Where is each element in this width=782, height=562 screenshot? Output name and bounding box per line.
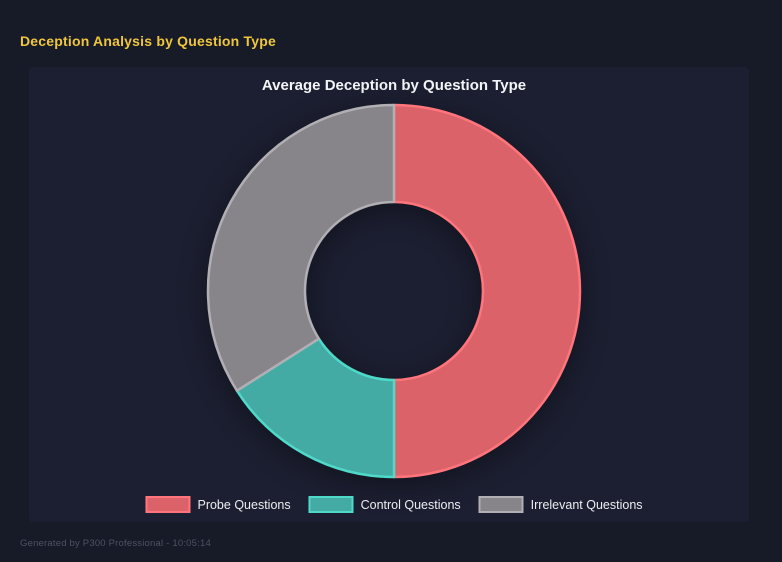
legend-item-probe-questions[interactable]: Probe Questions <box>145 496 291 513</box>
doughnut-chart[interactable] <box>29 67 749 522</box>
legend-item-irrelevant-questions[interactable]: Irrelevant Questions <box>478 496 643 513</box>
legend-swatch-probe-questions <box>145 496 191 513</box>
chart-title: Average Deception by Question Type <box>261 77 527 94</box>
legend-swatch-control-questions <box>308 496 354 513</box>
page-title: Deception Analysis by Question Type <box>20 33 276 49</box>
legend-label-control-questions: Control Questions <box>360 497 461 512</box>
legend-label-probe-questions: Probe Questions <box>197 497 291 512</box>
footer-text: Generated by P300 Professional - 10:05:1… <box>20 538 211 549</box>
legend-swatch-irrelevant-questions <box>478 496 524 513</box>
donut-segment-control-questions[interactable] <box>235 337 396 479</box>
legend-item-control-questions[interactable]: Control Questions <box>308 496 461 513</box>
chart-panel: Average Deception by Question Type Probe… <box>29 67 749 522</box>
donut-segment-irrelevant-questions[interactable] <box>206 103 396 392</box>
chart-legend: Probe Questions Control Questions Irreleva… <box>145 496 643 513</box>
legend-label-irrelevant-questions: Irrelevant Questions <box>530 497 643 512</box>
donut-segment-probe-questions[interactable] <box>392 103 582 479</box>
